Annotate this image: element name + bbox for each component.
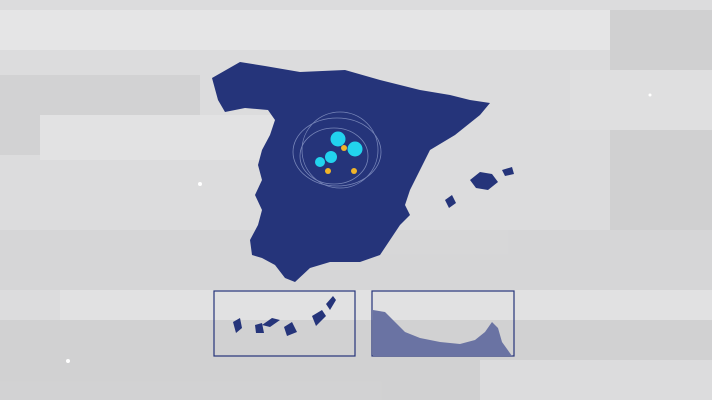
panel [570,70,712,130]
marker [351,168,357,174]
marker [341,145,347,151]
inset-islands [233,296,336,336]
sparkle [198,182,202,186]
marker [347,141,363,157]
island [326,296,336,310]
island [502,167,514,176]
orbit [299,127,369,185]
panel [0,10,610,50]
markers [315,131,363,174]
island [312,310,326,326]
marker [325,151,337,163]
inset-coast [373,310,512,356]
island [470,172,498,190]
sparkle [648,93,652,97]
marker [315,157,325,167]
orbits [292,111,382,189]
orbit [292,117,382,187]
panel [40,115,300,160]
marker [325,168,331,174]
island [445,195,456,208]
island [233,318,242,333]
panel [480,360,712,400]
sparkle [66,359,70,363]
island [255,323,264,333]
mainland [212,62,490,282]
marker [330,131,346,147]
inset-frame [213,290,356,357]
island [262,318,280,327]
orbit [301,111,379,189]
island [284,322,297,336]
